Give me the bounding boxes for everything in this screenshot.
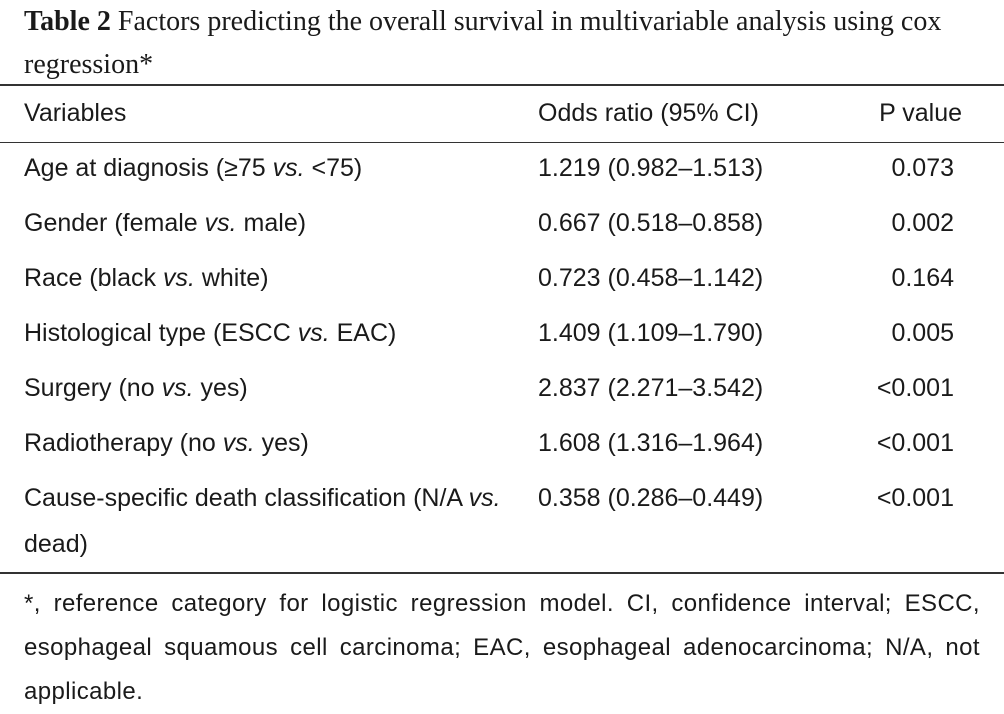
- odds-ratio-cell: 0.723 (0.458–1.142): [538, 264, 764, 292]
- variable-cell: Radiotherapy (no vs. yes): [24, 429, 309, 457]
- header-odds-ratio: Odds ratio (95% CI): [538, 99, 759, 127]
- header-variables: Variables: [24, 99, 127, 127]
- top-rule: [0, 84, 1004, 86]
- odds-ratio-cell: 0.667 (0.518–0.858): [538, 209, 764, 237]
- header-p-value: P value: [879, 99, 962, 127]
- variable-cell: Race (black vs. white): [24, 264, 269, 292]
- variable-cell: Histological type (ESCC vs. EAC): [24, 319, 397, 347]
- odds-ratio-cell: 1.608 (1.316–1.964): [538, 429, 764, 457]
- odds-ratio-cell: 0.358 (0.286–0.449): [538, 484, 764, 512]
- p-value-cell: 0.164: [891, 264, 954, 292]
- variable-cell: Gender (female vs. male): [24, 209, 307, 237]
- p-value-cell: 0.002: [891, 209, 954, 237]
- variable-cell: Surgery (no vs. yes): [24, 374, 248, 402]
- p-value-cell: <0.001: [876, 374, 954, 402]
- variable-cell: Age at diagnosis (≥75 vs. <75): [24, 154, 363, 182]
- p-value-cell: <0.001: [876, 429, 954, 457]
- variable-cell: Cause-specific death classification (N/A…: [24, 484, 501, 558]
- table-caption: Table 2 Factors predicting the overall s…: [24, 0, 984, 86]
- p-value-cell: 0.005: [891, 319, 954, 347]
- odds-ratio-cell: 1.219 (0.982–1.513): [538, 154, 764, 182]
- odds-ratio-cell: 2.837 (2.271–3.542): [538, 374, 764, 402]
- odds-ratio-cell: 1.409 (1.109–1.790): [538, 319, 764, 347]
- table-caption-text: Factors predicting the overall survival …: [24, 6, 942, 80]
- header-rule: [0, 142, 1004, 143]
- table-label: Table 2: [24, 6, 111, 37]
- table-footnote: *, reference category for logistic regre…: [24, 590, 980, 705]
- p-value-cell: 0.073: [891, 154, 954, 182]
- bottom-rule: [0, 572, 1004, 574]
- p-value-cell: <0.001: [876, 484, 954, 512]
